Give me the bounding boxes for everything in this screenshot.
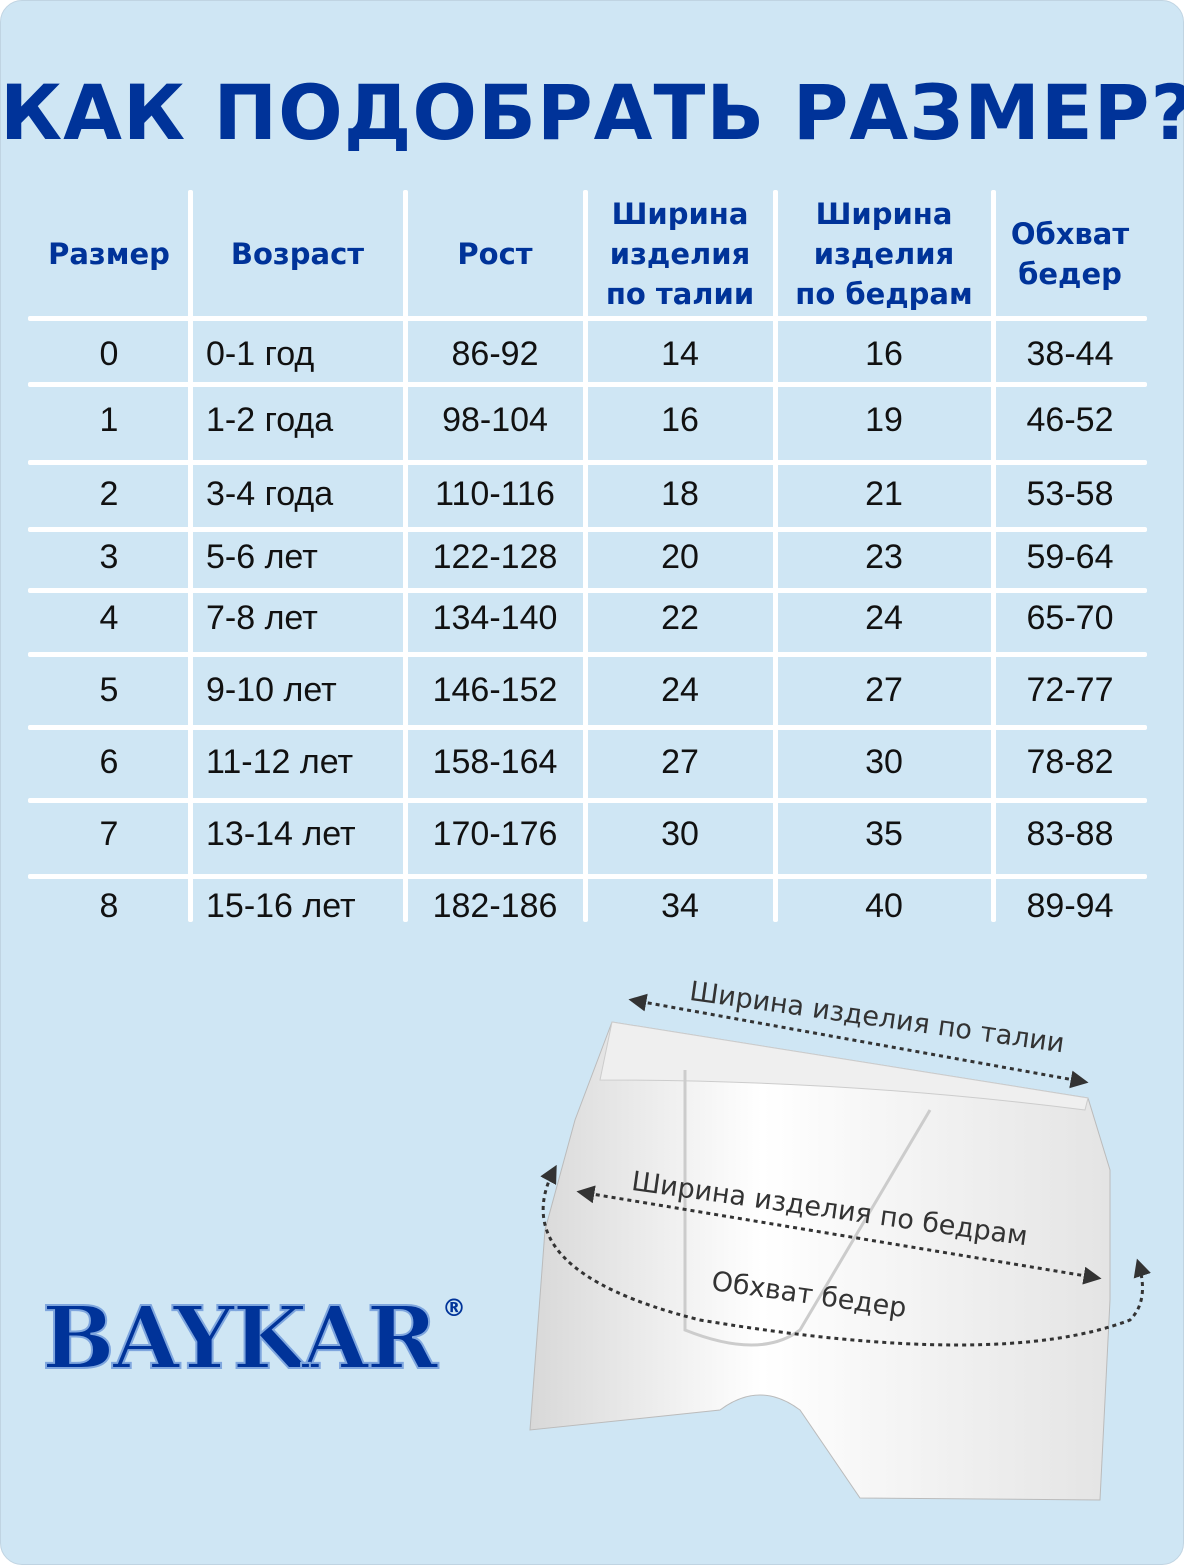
table-cell: 27 (865, 670, 903, 709)
hip-girth-arrow (540, 1164, 1151, 1347)
table-cell: 134-140 (432, 598, 558, 637)
brand-logo: BAYKAR (41, 1288, 439, 1389)
table-cell: 46-52 (1026, 400, 1114, 439)
table-cell: 24 (865, 598, 903, 637)
table-cell: 13-14 лет (206, 814, 356, 853)
row-divider (28, 382, 1147, 387)
registered-mark: ® (441, 1294, 466, 1322)
row-divider (28, 527, 1147, 532)
table-cell: 83-88 (1026, 814, 1114, 853)
table-cell: 30 (865, 742, 903, 781)
table-cell: 18 (661, 474, 699, 513)
column-divider (403, 190, 408, 922)
table-cell: 8 (99, 886, 119, 925)
table-cell: 158-164 (432, 742, 558, 781)
column-divider (583, 190, 588, 922)
table-cell: 16 (865, 334, 903, 373)
table-cell: 1-2 года (206, 400, 334, 439)
page-title: КАК ПОДОБРАТЬ РАЗМЕР? (0, 68, 1184, 157)
row-divider (28, 460, 1147, 465)
table-cell: 182-186 (432, 886, 558, 925)
row-divider (28, 588, 1147, 593)
table-cell: 122-128 (432, 537, 558, 576)
table-cell: 22 (661, 598, 699, 637)
table-cell: 72-77 (1026, 670, 1114, 709)
column-header: Ширина изделия по бедрам (795, 197, 973, 311)
table-cell: 15-16 лет (206, 886, 356, 925)
table-cell: 1 (99, 400, 119, 439)
row-divider (28, 725, 1147, 730)
table-cell: 40 (865, 886, 903, 925)
table-cell: 5 (99, 670, 119, 709)
table-cell: 9-10 лет (206, 670, 337, 709)
table-cell: 4 (99, 598, 119, 637)
table-cell: 21 (865, 474, 903, 513)
table-cell: 14 (661, 334, 699, 373)
column-divider (773, 190, 778, 922)
table-cell: 35 (865, 814, 903, 853)
row-divider (28, 798, 1147, 803)
table-cell: 20 (661, 537, 699, 576)
row-divider (28, 874, 1147, 879)
table-cell: 7 (99, 814, 119, 853)
table-cell: 6 (99, 742, 119, 781)
table-cell: 23 (865, 537, 903, 576)
table-cell: 5-6 лет (206, 537, 318, 576)
brand-logo-group: BAYKAR ® (41, 1288, 466, 1389)
table-cell: 146-152 (432, 670, 558, 709)
column-header: Ширина изделия по талии (605, 197, 755, 311)
table-cell: 78-82 (1026, 742, 1114, 781)
table-cell: 27 (661, 742, 699, 781)
table-cell: 86-92 (451, 334, 539, 373)
column-header: Обхват бедер (1010, 217, 1130, 291)
table-cell: 11-12 лет (206, 742, 354, 781)
table-cell: 170-176 (432, 814, 558, 853)
table-cell: 53-58 (1026, 474, 1114, 513)
table-cell: 89-94 (1026, 886, 1114, 925)
column-header: Размер (48, 237, 170, 271)
boxer-briefs-illustration (529, 993, 1151, 1501)
row-divider (28, 652, 1147, 657)
table-cell: 59-64 (1026, 537, 1114, 576)
row-divider (28, 316, 1147, 321)
column-header: Возраст (230, 237, 365, 271)
table-cell: 16 (661, 400, 699, 439)
table-cell: 110-116 (435, 474, 555, 513)
column-divider (188, 190, 193, 922)
table-cell: 0 (99, 334, 119, 373)
table-cell: 24 (661, 670, 699, 709)
table-cell: 0-1 год (206, 334, 315, 373)
column-divider (991, 190, 996, 922)
table-cell: 65-70 (1026, 598, 1114, 637)
table-cell: 3 (99, 537, 119, 576)
table-cell: 19 (865, 400, 903, 439)
column-header: Рост (457, 237, 533, 271)
table-cell: 98-104 (442, 400, 548, 439)
table-cell: 2 (99, 474, 119, 513)
table-cell: 38-44 (1026, 334, 1114, 373)
table-cell: 7-8 лет (206, 598, 318, 637)
table-cell: 30 (661, 814, 699, 853)
table-cell: 3-4 года (206, 474, 334, 513)
table-cell: 34 (661, 886, 699, 925)
